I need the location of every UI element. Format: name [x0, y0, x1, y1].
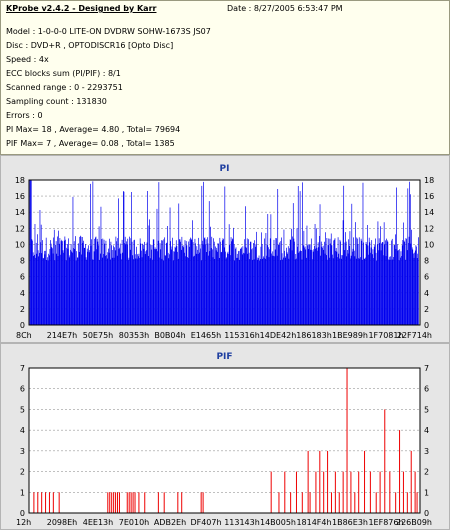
y-tick-label-left: 8	[20, 257, 25, 266]
y-tick-label-right: 1	[424, 488, 429, 497]
y-tick-label-right: 0	[424, 509, 429, 518]
x-tick-label: 80353h	[119, 331, 150, 340]
y-tick-label-right: 2	[424, 468, 429, 477]
y-tick-label-left: 6	[20, 385, 25, 394]
y-tick-label-left: 18	[15, 176, 25, 185]
y-tick-label-right: 10	[424, 240, 434, 249]
info-ecc-blocks: ECC blocks sum (PI/PIF) : 8/1	[6, 69, 121, 78]
y-tick-label-left: 0	[20, 321, 25, 330]
x-tick-label: B0B04h	[154, 331, 185, 340]
y-tick-label-left: 4	[20, 289, 25, 298]
x-tick-label: 8Ch	[16, 331, 32, 340]
app-title: KProbe v2.4.2 - Designed by Karr	[6, 4, 157, 13]
y-tick-label-right: 14	[424, 208, 434, 217]
y-tick-label-left: 6	[20, 273, 25, 282]
y-tick-label-right: 4	[424, 426, 429, 435]
y-tick-label-right: 7	[424, 364, 429, 373]
x-tick-label: 1F7081h	[368, 331, 403, 340]
y-tick-label-left: 16	[15, 192, 25, 201]
pi-chart-panel: PI 0 0 2 2 4 4 6 6 8 8 10 10 12 12 14 14 16 16 18 18 8Ch 214E7…	[0, 155, 450, 343]
x-tick-label: 7E010h	[119, 518, 149, 527]
x-tick-label: 2098Eh	[47, 518, 77, 527]
y-tick-label-right: 12	[424, 224, 434, 233]
y-tick-label-left: 7	[20, 364, 25, 373]
y-tick-label-right: 6	[424, 273, 429, 282]
chart-title: PI	[220, 164, 230, 174]
y-tick-label-left: 2	[20, 468, 25, 477]
y-tick-label-left: 3	[20, 447, 25, 456]
plot-border	[28, 179, 421, 326]
x-tick-label: 50E75h	[83, 331, 113, 340]
y-tick-label-left: 4	[20, 426, 25, 435]
y-tick-label-right: 16	[424, 192, 434, 201]
report-info-panel: KProbe v2.4.2 - Designed by Karr Date : …	[0, 0, 450, 155]
info-speed: Speed : 4x	[6, 55, 49, 64]
y-tick-label-left: 14	[15, 208, 25, 217]
y-tick-label-right: 18	[424, 176, 434, 185]
info-pi-summary: PI Max= 18 , Average= 4.80 , Total= 7969…	[6, 125, 181, 134]
y-tick-label-left: 12	[15, 224, 25, 233]
y-tick-label-left: 5	[20, 405, 25, 414]
x-tick-label: E1465h	[191, 331, 221, 340]
chart-title: PIF	[216, 352, 232, 362]
y-tick-label-right: 4	[424, 289, 429, 298]
x-tick-label: 12h	[16, 518, 31, 527]
y-tick-label-right: 3	[424, 447, 429, 456]
y-tick-label-left: 2	[20, 305, 25, 314]
x-tick-label: 1814F4h	[296, 518, 331, 527]
report-date: Date : 8/27/2005 6:53:47 PM	[227, 4, 343, 13]
x-tick-label: 115316h	[224, 331, 260, 340]
info-scanned-range: Scanned range : 0 - 2293751	[6, 83, 123, 92]
pif-chart-panel: PIF 0 0 1 1 2 2 3 3 4 4 5 5 6 6 7 7 12h 2098Eh 4EE13h 7E010h…	[0, 343, 450, 530]
x-tick-label: 1B86E3h	[332, 518, 368, 527]
info-pif-summary: PIF Max= 7 , Average= 0.08 , Total= 1385	[6, 139, 175, 148]
y-tick-label-left: 1	[20, 488, 25, 497]
info-disc: Disc : DVD+R , OPTODISCR16 [Opto Disc]	[6, 41, 174, 50]
y-tick-label-right: 8	[424, 257, 429, 266]
x-tick-label: 4EE13h	[83, 518, 113, 527]
y-tick-label-right: 6	[424, 385, 429, 394]
pi-bars	[29, 180, 419, 325]
x-tick-label: 226B09h	[396, 518, 432, 527]
x-tick-label: 14B005h	[260, 518, 296, 527]
x-tick-label: 22F714h	[397, 331, 432, 340]
y-tick-label-right: 5	[424, 405, 429, 414]
plot-area	[28, 367, 421, 514]
info-model: Model : 1-0-0-0 LITE-ON DVDRW SOHW-1673S…	[6, 27, 211, 36]
y-tick-label-right: 0	[424, 321, 429, 330]
x-tick-label: DF407h	[190, 518, 221, 527]
y-tick-label-left: 10	[15, 240, 25, 249]
x-tick-label: 1EF876h	[368, 518, 403, 527]
pi-chart: PI 0 0 2 2 4 4 6 6 8 8 10 10 12 12 14 14 16 16 18 18 8Ch 214E7…	[15, 164, 434, 340]
y-tick-label-left: 0	[20, 509, 25, 518]
x-tick-label: 186183h	[296, 331, 332, 340]
pif-chart: PIF 0 0 1 1 2 2 3 3 4 4 5 5 6 6 7 7 12h 2098Eh 4EE13h 7E010h…	[16, 352, 432, 527]
x-tick-label: 14DE42h	[260, 331, 297, 340]
x-tick-label: 113143h	[224, 518, 260, 527]
info-sampling-count: Sampling count : 131830	[6, 97, 107, 106]
x-tick-label: 1BE989h	[332, 331, 368, 340]
pif-spikes	[33, 368, 418, 513]
y-tick-label-right: 2	[424, 305, 429, 314]
plot-border	[28, 367, 421, 514]
x-tick-label: 214E7h	[47, 331, 77, 340]
info-errors: Errors : 0	[6, 111, 43, 120]
x-tick-label: ADB2Eh	[154, 518, 186, 527]
